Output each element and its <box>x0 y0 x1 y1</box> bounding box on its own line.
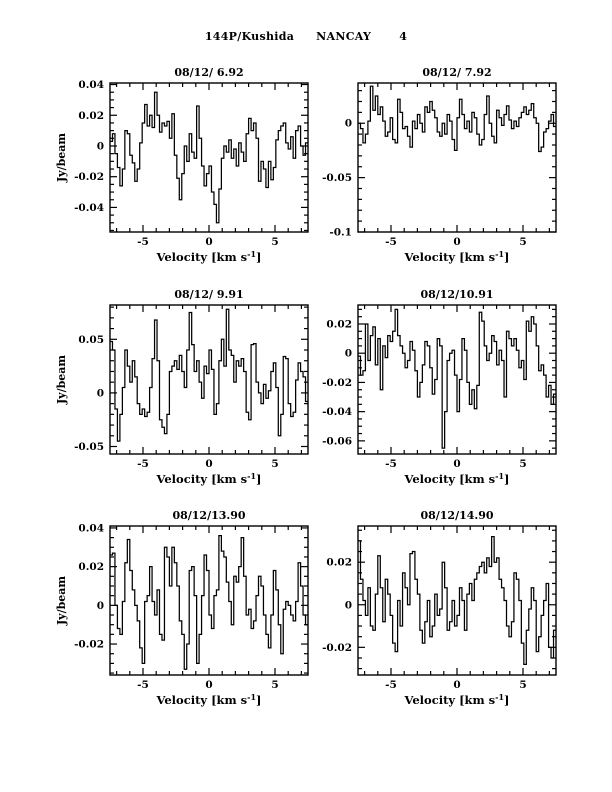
y-tick-label: 0 <box>345 599 352 611</box>
y-tick-label: -0.06 <box>322 435 352 447</box>
y-tick-label: -0.04 <box>74 202 104 214</box>
spectrum-plot-4: 08/12/10.91 -5 0 5 0.02 0 -0.02 -0.04 -0.06 Veloc… <box>322 288 557 486</box>
y-axis-label: Jy/beam <box>55 576 68 626</box>
y-tick-label: 0 <box>345 118 352 130</box>
x-tick-label: -5 <box>385 236 397 248</box>
panel-title: 08/12/13.90 <box>172 509 245 522</box>
x-tick-label: -5 <box>137 236 149 248</box>
y-tick-label: -0.04 <box>322 406 352 418</box>
y-axis-label: Jy/beam <box>55 133 68 183</box>
y-tick-label: 0.02 <box>326 557 352 569</box>
x-tick-label: 0 <box>205 236 212 248</box>
x-tick-label: 0 <box>453 679 460 691</box>
y-tick-label: 0 <box>97 600 104 612</box>
y-tick-label: 0.05 <box>78 334 104 346</box>
x-tick-label: 5 <box>519 458 526 470</box>
y-tick-label: 0.02 <box>326 318 352 330</box>
panel-title: 08/12/14.90 <box>420 509 493 522</box>
axis-ticks <box>358 305 556 454</box>
page-header: 144P/Kushida NANCAY 4 <box>0 30 612 43</box>
spectrum-plot-5: 08/12/13.90 -5 0 5 0.04 0.02 0 -0.02 Velocity [k… <box>55 509 309 707</box>
spectrum-line <box>110 91 308 224</box>
x-axis-label: Velocity [km s-1] <box>404 471 510 486</box>
x-axis-label: Velocity [km s-1] <box>156 692 262 707</box>
spectrum-plot-3: 08/12/ 9.91 -5 0 5 0.05 0 -0.05 Velocity [km s-… <box>55 288 309 486</box>
spectrum-plot-6: 08/12/14.90 -5 0 5 0.02 0 -0.02 Velocity [km s-… <box>322 509 557 707</box>
x-tick-label: 0 <box>453 236 460 248</box>
y-tick-label: -0.02 <box>322 377 352 389</box>
spectrum-plot-1: 08/12/ 6.92 -5 0 5 0.04 0.02 0 -0.02 -0.04 Veloci… <box>55 66 309 264</box>
y-tick-label: 0 <box>97 387 104 399</box>
y-tick-label: 0.04 <box>78 522 104 534</box>
y-tick-label: 0.02 <box>78 110 104 122</box>
y-tick-label: -0.1 <box>329 227 352 239</box>
spectrum-plot-2: 08/12/ 7.92 -5 0 5 0 -0.05 -0.1 Velocity [km s-… <box>322 66 557 264</box>
y-tick-label: -0.02 <box>322 642 352 654</box>
x-tick-label: -5 <box>385 679 397 691</box>
x-tick-label: 0 <box>453 458 460 470</box>
x-tick-label: 0 <box>205 679 212 691</box>
panel-title: 08/12/ 9.91 <box>174 288 243 301</box>
spectrum-line <box>358 85 556 153</box>
x-tick-label: 0 <box>205 458 212 470</box>
x-tick-label: -5 <box>137 458 149 470</box>
x-axis-label: Velocity [km s-1] <box>156 249 262 264</box>
x-axis-label: Velocity [km s-1] <box>404 249 510 264</box>
y-tick-label: -0.05 <box>74 441 104 453</box>
spectrum-line <box>358 536 556 665</box>
x-tick-label: 5 <box>271 458 278 470</box>
panel-title: 08/12/ 6.92 <box>174 66 243 79</box>
y-tick-label: 0.04 <box>78 79 104 91</box>
x-axis-label: Velocity [km s-1] <box>156 471 262 486</box>
spectrum-line <box>110 308 308 442</box>
page-number: 4 <box>399 30 408 43</box>
y-tick-label: 0 <box>345 348 352 360</box>
y-tick-label: 0.02 <box>78 561 104 573</box>
axis-ticks <box>110 83 308 232</box>
axis-ticks <box>358 83 556 233</box>
y-tick-label: -0.02 <box>74 171 104 183</box>
spectrum-line <box>358 308 556 449</box>
x-tick-label: 5 <box>271 679 278 691</box>
spectrum-line <box>110 535 308 670</box>
panel-title: 08/12/ 7.92 <box>422 66 491 79</box>
x-tick-label: 5 <box>271 236 278 248</box>
object-name: 144P/Kushida <box>204 30 295 43</box>
x-tick-label: 5 <box>519 679 526 691</box>
axis-ticks <box>358 526 556 675</box>
y-axis-label: Jy/beam <box>55 355 68 405</box>
axis-ticks <box>110 305 308 454</box>
y-tick-label: -0.02 <box>74 639 104 651</box>
x-axis-label: Velocity [km s-1] <box>404 692 510 707</box>
y-tick-label: 0 <box>97 140 104 152</box>
x-tick-label: -5 <box>137 679 149 691</box>
x-tick-label: 5 <box>519 236 526 248</box>
axis-ticks <box>110 526 308 675</box>
x-tick-label: -5 <box>385 458 397 470</box>
telescope-name: NANCAY <box>316 30 372 43</box>
plot-frame <box>357 82 557 233</box>
panel-title: 08/12/10.91 <box>420 288 493 301</box>
y-tick-label: -0.05 <box>322 172 352 184</box>
